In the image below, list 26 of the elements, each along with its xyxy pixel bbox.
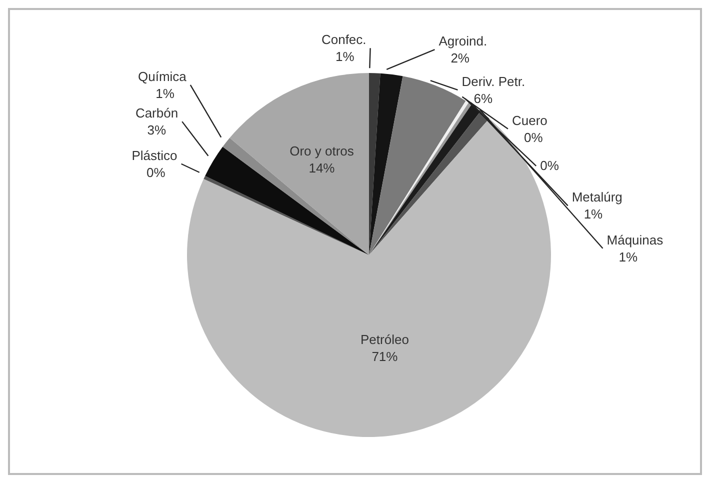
- data-label: 6%: [474, 90, 493, 106]
- data-label: 1%: [584, 206, 604, 222]
- slice-label: Agroind.: [438, 34, 488, 49]
- slice-label: Cuero: [512, 112, 548, 128]
- data-label: 2%: [450, 50, 470, 66]
- data-label: 14%: [308, 160, 336, 176]
- data-label: 3%: [147, 122, 167, 138]
- slice-label: Oro y otros: [290, 143, 354, 158]
- pie-slice: [230, 73, 369, 255]
- data-label: 0%: [540, 158, 560, 173]
- slice-label: Confec.: [321, 32, 366, 48]
- pie-slice: [222, 138, 369, 255]
- data-label: 1%: [156, 86, 175, 101]
- slice-label: Plástico: [132, 148, 178, 163]
- data-label: 0%: [146, 164, 166, 180]
- data-label: 71%: [372, 348, 398, 364]
- pie-slice: [205, 146, 369, 255]
- slice-label: Carbón: [135, 106, 178, 121]
- data-label: 1%: [618, 249, 638, 264]
- data-label: 1%: [335, 49, 355, 64]
- slice-label: Deriv. Petr.: [462, 74, 526, 89]
- slice-label: Petróleo: [360, 332, 409, 347]
- slice-label: Metalúrg: [572, 190, 622, 205]
- data-label: 0%: [524, 130, 544, 145]
- slice-label: Máquinas: [606, 232, 664, 248]
- slice-label: Química: [138, 68, 188, 84]
